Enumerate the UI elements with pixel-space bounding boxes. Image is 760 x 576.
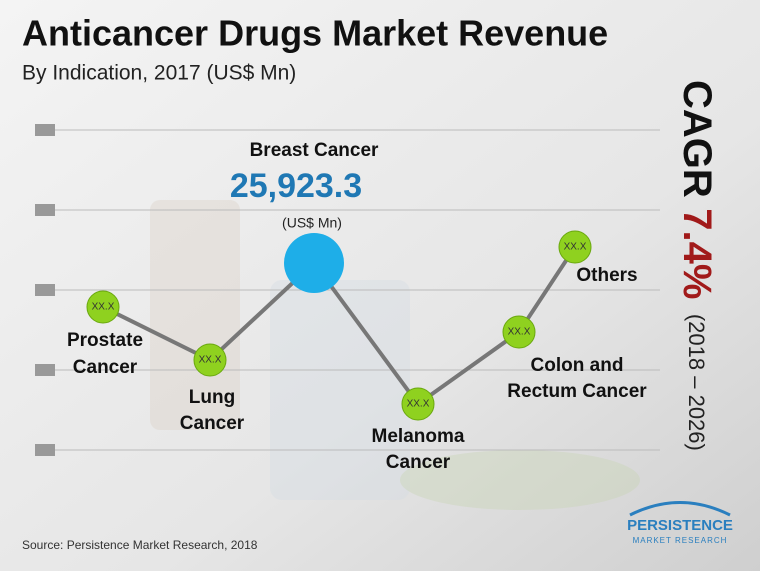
node-label: Colon and <box>531 355 624 376</box>
guide-tab <box>35 284 55 296</box>
logo-name: PERSISTENCE <box>627 517 733 534</box>
guides <box>35 124 660 456</box>
node: XX.X Melanoma Cancer <box>372 387 465 473</box>
logo-tagline: MARKET RESEARCH <box>633 536 728 545</box>
node-label: Cancer <box>386 452 451 473</box>
cagr-value: 7.4% <box>675 208 719 299</box>
node: XX.X Lung Cancer <box>180 343 245 434</box>
node-value: XX.X <box>407 399 430 410</box>
node: XX.X Prostate Cancer <box>67 290 143 378</box>
subtitle: By Indication, 2017 (US$ Mn) <box>22 62 296 85</box>
guide-tab <box>35 124 55 136</box>
node-value: XX.X <box>92 302 115 313</box>
cagr-label: CAGR <box>675 80 719 198</box>
node-label: Cancer <box>180 413 245 434</box>
guide-tab <box>35 204 55 216</box>
highlight-value: 25,923.3 <box>230 167 362 205</box>
node-label: Melanoma <box>372 426 465 447</box>
node-circle <box>193 343 227 377</box>
node-circle <box>558 230 592 264</box>
node: XX.X Colon and Rectum Cancer <box>502 315 647 402</box>
source: Source: Persistence Market Research, 201… <box>22 538 258 552</box>
highlight-unit: (US$ Mn) <box>282 215 342 231</box>
node-label: Others <box>576 265 637 286</box>
node-label: Prostate <box>67 330 143 351</box>
guide-tab <box>35 364 55 376</box>
node-circle <box>401 387 435 421</box>
guide-tab <box>35 444 55 456</box>
node-circle <box>502 315 536 349</box>
title: Anticancer Drugs Market Revenue <box>22 13 608 54</box>
bottle-decor <box>270 280 410 500</box>
logo-swoosh <box>629 501 731 517</box>
cagr: CAGR 7.4% (2018 – 2026) <box>675 80 719 451</box>
node-circle <box>86 290 120 324</box>
cagr-period: (2018 – 2026) <box>684 314 709 451</box>
node: XX.X Others <box>558 230 638 286</box>
node-value: XX.X <box>199 355 222 366</box>
connector <box>102 245 577 407</box>
pills-decor <box>400 450 640 510</box>
node-label: Lung <box>189 387 235 408</box>
node-label: Rectum Cancer <box>507 381 647 402</box>
highlight-node <box>284 233 344 293</box>
node-value: XX.X <box>564 242 587 253</box>
node-value: XX.X <box>508 327 531 338</box>
node-label: Cancer <box>73 357 138 378</box>
highlight-label: Breast Cancer <box>250 140 379 161</box>
